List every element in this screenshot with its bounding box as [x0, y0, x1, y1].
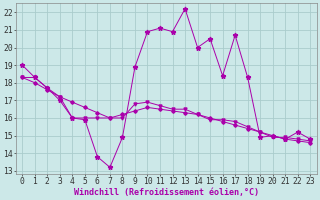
X-axis label: Windchill (Refroidissement éolien,°C): Windchill (Refroidissement éolien,°C): [74, 188, 259, 197]
